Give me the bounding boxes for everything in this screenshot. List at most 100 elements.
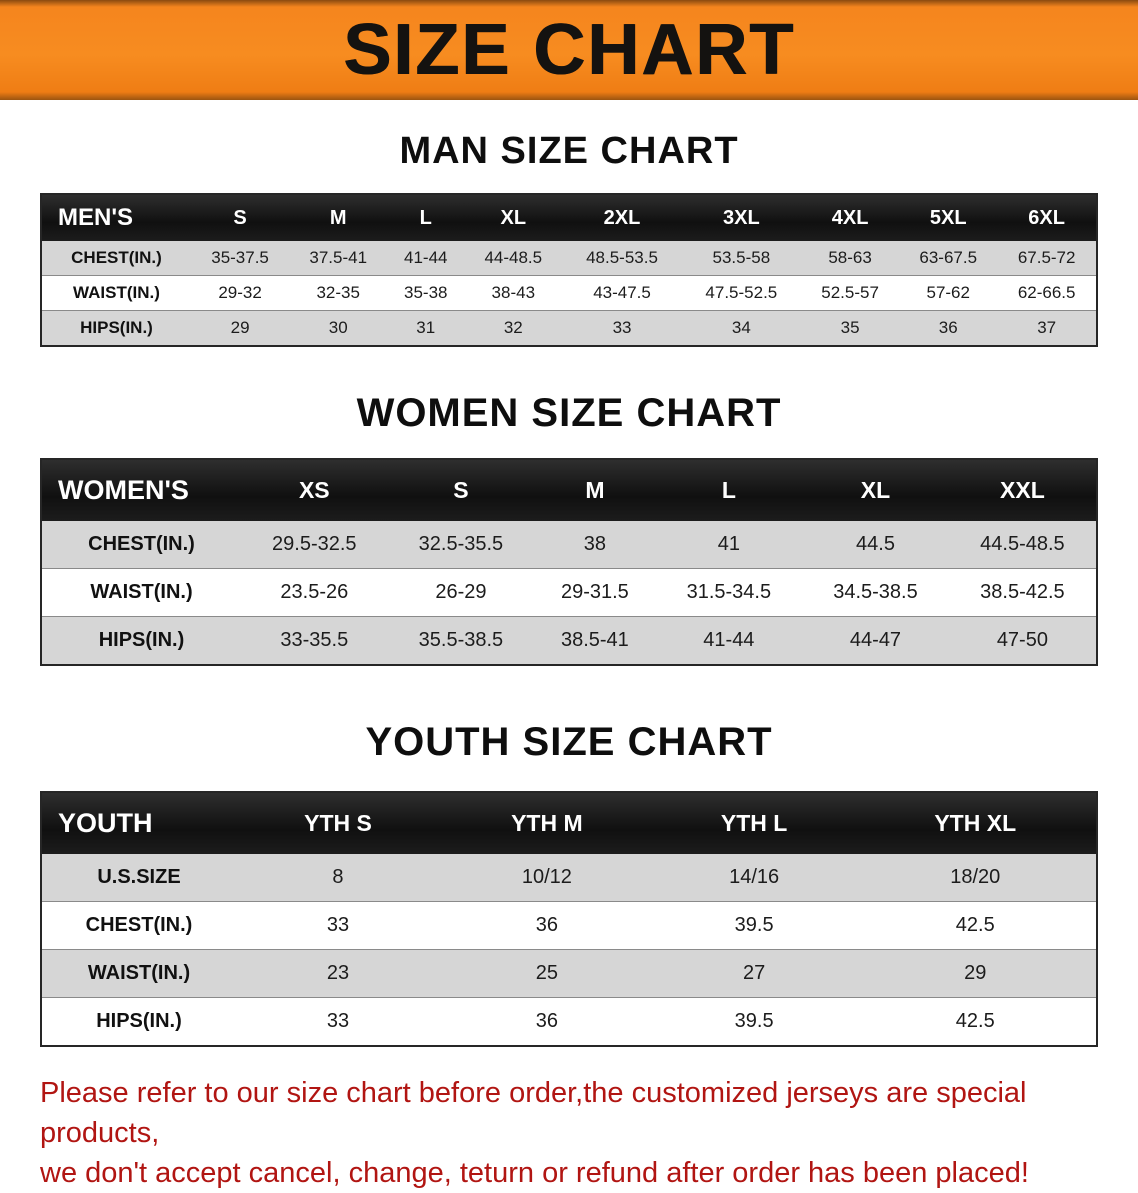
measurement-row: HIPS(IN.) 33-35.5 35.5-38.5 38.5-41 41-44 44-… [41, 616, 1097, 665]
men-size-table: MEN'S S M L XL 2XL 3XL 4XL 5XL 6XL CHEST(IN.) 35-37… [40, 193, 1098, 347]
size-value: 39.5 [734, 914, 774, 936]
size-value: 36 [938, 318, 958, 337]
size-value: 44-48.5 [484, 248, 543, 267]
size-value: 8 [332, 866, 344, 888]
measurement-label: CHEST(IN.) [85, 914, 193, 936]
men-size-section: MAN SIZE CHART MEN'S S M L XL 2XL 3XL 4XL 5XL 6XL… [0, 130, 1138, 347]
size-value: 31.5-34.5 [686, 581, 772, 603]
women-section-heading: WOMEN SIZE CHART [356, 391, 782, 435]
size-column-header: XS [241, 459, 388, 521]
men-section-heading: MAN SIZE CHART [399, 130, 739, 172]
size-value: 57-62 [926, 283, 970, 302]
size-value: 44-47 [849, 629, 902, 651]
size-value: 38.5-42.5 [980, 581, 1065, 603]
banner: SIZE CHART [0, 0, 1138, 100]
notice-line-2: we don't accept cancel, change, teturn o… [40, 1157, 1029, 1190]
measurement-label: HIPS(IN.) [98, 629, 185, 651]
size-column-header: XL [802, 459, 949, 521]
size-value: 62-66.5 [1017, 283, 1076, 302]
size-value: 32 [503, 318, 523, 337]
size-value: 36 [535, 1010, 558, 1032]
size-column-header: L [655, 459, 803, 521]
size-value: 38-43 [491, 283, 536, 302]
size-value: 35 [840, 318, 860, 337]
size-value: 38 [583, 533, 607, 555]
size-value: 41-44 [703, 629, 755, 651]
size-value: 23.5-26 [280, 581, 349, 603]
table-corner-label: WOMEN'S [41, 459, 241, 521]
measurement-label: WAIST(IN.) [87, 962, 191, 984]
size-value: 14/16 [729, 866, 780, 888]
size-column-header: XXL [948, 459, 1097, 521]
size-column-header: 3XL [681, 194, 802, 241]
size-value: 67.5-72 [1017, 248, 1076, 267]
size-value: 29 [964, 962, 987, 984]
size-value: 39.5 [734, 1010, 774, 1032]
table-header-row: YOUTH YTH S YTH M YTH L YTH XL [41, 792, 1097, 854]
measurement-label: HIPS(IN.) [96, 1010, 182, 1032]
size-value: 42.5 [955, 914, 995, 936]
women-size-table: WOMEN'S XS S M L XL XXL CHEST(IN.) 29.5-32.5 32.5… [40, 458, 1098, 666]
size-value: 30 [328, 318, 348, 337]
measurement-row: HIPS(IN.) 33 36 39.5 42.5 [41, 997, 1097, 1046]
size-value: 33 [612, 318, 632, 337]
size-value: 35.5-38.5 [418, 629, 504, 651]
size-value: 43-47.5 [593, 283, 651, 302]
size-column-header: YTH XL [854, 792, 1097, 854]
size-column-header: XL [464, 194, 563, 241]
size-value: 10/12 [521, 866, 572, 888]
size-value: 37 [1037, 318, 1057, 337]
size-value: 34 [731, 318, 751, 337]
women-size-section: WOMEN SIZE CHART WOMEN'S XS S M L XL XXL CHEST(… [0, 391, 1138, 666]
measurement-row: WAIST(IN.) 23 25 27 29 [41, 949, 1097, 998]
size-column-header: 6XL [997, 194, 1097, 241]
size-column-header: L [387, 194, 465, 241]
size-column-header: S [387, 459, 535, 521]
size-value: 29 [230, 318, 250, 337]
page-title: SIZE CHART [343, 10, 795, 90]
size-value: 27 [743, 962, 766, 984]
size-value: 37.5-41 [309, 248, 368, 267]
measurement-row: CHEST(IN.) 35-37.5 37.5-41 41-44 44-48.5 48.5… [41, 241, 1097, 276]
size-value: 33 [326, 1010, 350, 1032]
size-value: 32-35 [316, 283, 360, 302]
measurement-label: CHEST(IN.) [88, 533, 195, 555]
footer-notice: Please refer to our size chart before or… [40, 1073, 1098, 1193]
size-column-header: YTH M [439, 792, 654, 854]
size-value: 44.5-48.5 [980, 533, 1065, 555]
measurement-row: U.S.SIZE 8 10/12 14/16 18/20 [41, 854, 1097, 902]
measurement-row: HIPS(IN.) 29 30 31 32 33 34 35 36 37 [41, 310, 1097, 346]
size-column-header: M [534, 459, 656, 521]
table-corner-label: MEN'S [41, 194, 191, 241]
notice-line-1: Please refer to our size chart before or… [40, 1077, 1027, 1150]
size-column-header: 5XL [899, 194, 998, 241]
size-value: 32.5-35.5 [418, 533, 504, 555]
size-value: 29-31.5 [560, 581, 629, 603]
size-value: 35-38 [404, 283, 448, 302]
table-corner-label: YOUTH [41, 792, 236, 854]
size-value: 38.5-41 [560, 629, 629, 651]
size-column-header: 2XL [562, 194, 682, 241]
size-value: 58-63 [828, 248, 872, 267]
size-value: 63-67.5 [919, 248, 978, 267]
measurement-row: CHEST(IN.) 29.5-32.5 32.5-35.5 38 41 44.5 44.5… [41, 521, 1097, 569]
measurement-row: WAIST(IN.) 23.5-26 26-29 29-31.5 31.5-34.5 34… [41, 568, 1097, 617]
size-value: 44.5 [856, 533, 895, 555]
size-value: 35-37.5 [211, 248, 269, 267]
measurement-row: WAIST(IN.) 29-32 32-35 35-38 38-43 43-47.5 47.… [41, 275, 1097, 311]
table-header-row: WOMEN'S XS S M L XL XXL [41, 459, 1097, 521]
size-value: 31 [416, 318, 436, 337]
size-value: 29-32 [218, 283, 262, 302]
measurement-label: WAIST(IN.) [90, 581, 193, 603]
size-value: 23 [326, 962, 350, 984]
youth-section-heading: YOUTH SIZE CHART [365, 720, 773, 764]
measurement-label: WAIST(IN.) [73, 283, 160, 302]
size-value: 47.5-52.5 [705, 283, 778, 302]
measurement-row: CHEST(IN.) 33 36 39.5 42.5 [41, 901, 1097, 950]
size-value: 33 [326, 914, 350, 936]
table-header-row: MEN'S S M L XL 2XL 3XL 4XL 5XL 6XL [41, 194, 1097, 241]
size-value: 18/20 [950, 866, 1001, 888]
size-value: 33-35.5 [280, 629, 349, 651]
measurement-label: CHEST(IN.) [71, 248, 162, 267]
